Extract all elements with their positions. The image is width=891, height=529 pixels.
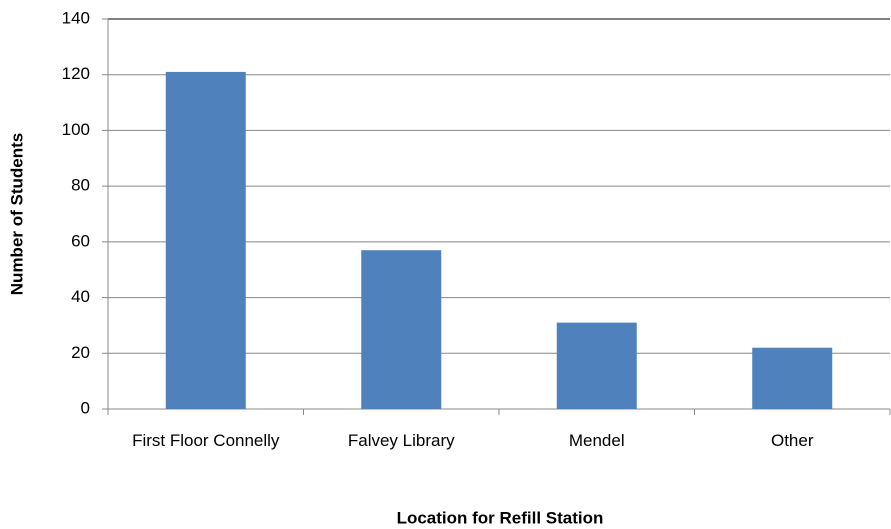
bar (361, 250, 442, 409)
bar (752, 347, 833, 409)
x-tick-label: Other (770, 431, 814, 450)
x-tick-label: Mendel (568, 431, 625, 450)
y-tick-label: 80 (71, 176, 90, 195)
y-tick-label: 0 (81, 398, 90, 417)
bar (165, 71, 246, 409)
x-tick-label: Falvey Library (347, 431, 455, 450)
bar (556, 322, 637, 409)
y-tick-label: 100 (62, 120, 90, 139)
y-axis-title: Number of Students (7, 133, 26, 295)
y-tick-label: 40 (71, 287, 90, 306)
y-tick-label: 20 (71, 343, 90, 362)
y-tick-label: 140 (62, 8, 90, 27)
x-tick-label: First Floor Connelly (132, 431, 280, 450)
y-tick-label: 60 (71, 231, 90, 250)
x-axis-title: Location for Refill Station (397, 508, 604, 527)
y-tick-label: 120 (62, 64, 90, 83)
